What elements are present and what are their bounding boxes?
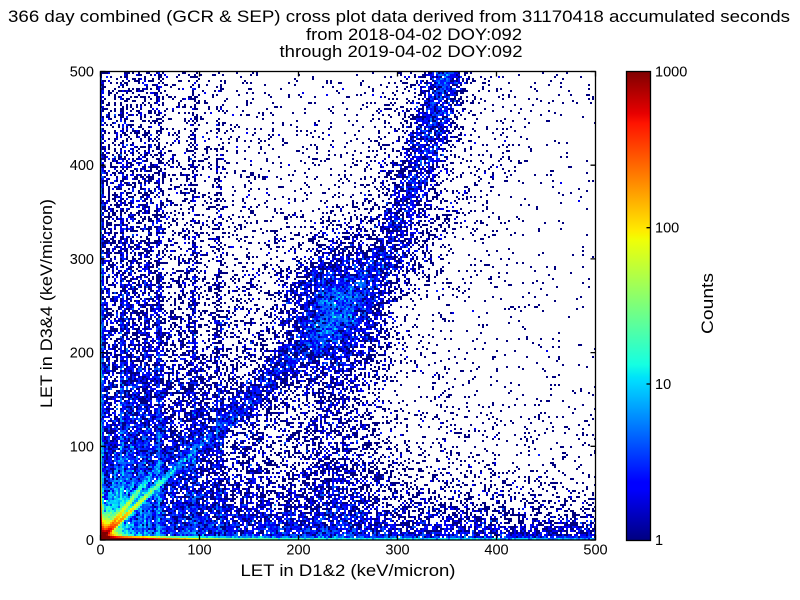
svg-text:366 day combined (GCR & SEP) c: 366 day combined (GCR & SEP) cross plot … [8, 8, 790, 26]
svg-text:10: 10 [655, 377, 671, 393]
svg-text:200: 200 [286, 543, 310, 559]
svg-text:300: 300 [385, 543, 409, 559]
svg-text:Counts: Counts [699, 273, 717, 334]
svg-text:100: 100 [187, 543, 211, 559]
svg-text:LET in D1&2 (keV/micron): LET in D1&2 (keV/micron) [241, 562, 456, 580]
svg-text:through 2019-04-02 DOY:092: through 2019-04-02 DOY:092 [280, 43, 523, 61]
svg-text:500: 500 [583, 543, 607, 559]
svg-text:0: 0 [86, 533, 94, 549]
svg-text:LET in D3&4 (keV/micron): LET in D3&4 (keV/micron) [38, 199, 56, 408]
svg-text:400: 400 [484, 543, 508, 559]
svg-text:100: 100 [655, 221, 679, 237]
svg-text:400: 400 [70, 158, 94, 174]
svg-text:1: 1 [655, 533, 663, 549]
svg-text:100: 100 [70, 439, 94, 455]
svg-text:300: 300 [70, 252, 94, 268]
svg-text:from 2018-04-02 DOY:092: from 2018-04-02 DOY:092 [306, 26, 522, 44]
svg-text:0: 0 [96, 543, 104, 559]
svg-text:1000: 1000 [655, 65, 687, 81]
svg-text:500: 500 [70, 65, 94, 81]
svg-text:200: 200 [70, 346, 94, 362]
